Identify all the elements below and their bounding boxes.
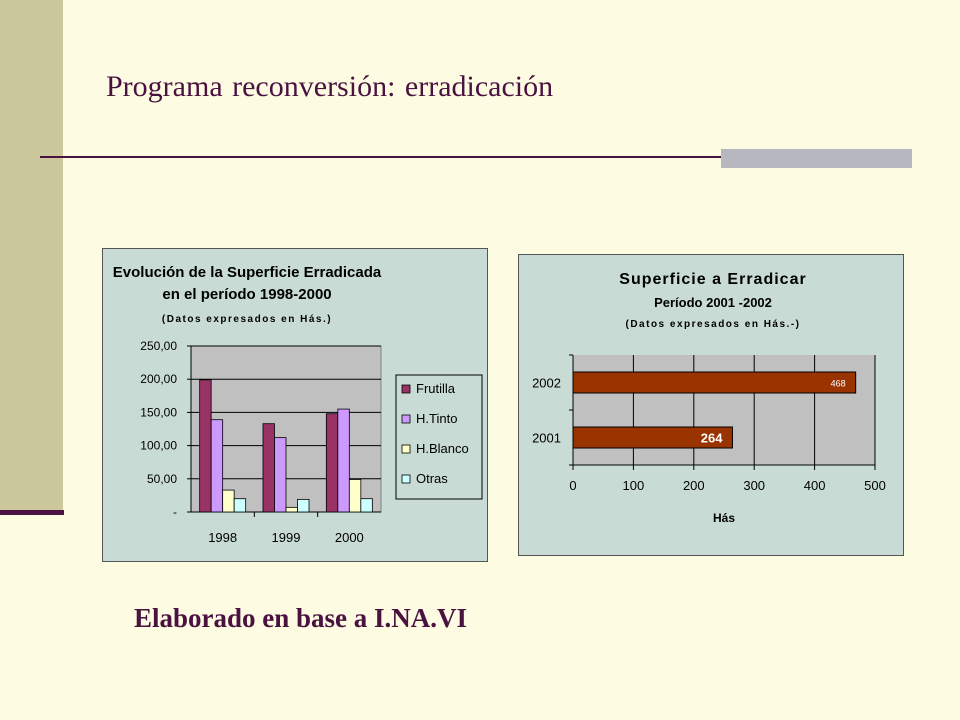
chart-1-bar-htinto-1999: [274, 437, 287, 513]
left-bar-underline: [0, 510, 64, 515]
chart-1-legend-swatch: [401, 444, 411, 454]
chart-2-x-tick-label: 300: [743, 478, 765, 493]
chart-1-bar-frutilla-1998: [199, 379, 212, 513]
chart-1-bar-hblanco-1998: [222, 489, 235, 513]
slide-title: Programa reconversión: erradicación: [106, 70, 554, 103]
chart-2-subtitle: (Datos expresados en Hás.-): [626, 319, 801, 330]
chart-1-bar-htinto-1998: [210, 419, 224, 513]
chart-2-data-label: 264: [701, 431, 723, 446]
chart-1-y-tick-label: 250,00: [140, 339, 177, 353]
chart-1-x-tick-label: 1998: [208, 530, 237, 545]
source-note: Elaborado en base a I.NA.VI: [134, 603, 468, 633]
title-accent-bar: [721, 149, 912, 168]
chart-2-x-tick-label: 400: [804, 478, 826, 493]
chart-1-legend-swatch: [401, 414, 411, 424]
chart-2-y-tick-label: 2002: [532, 376, 561, 391]
chart-1-y-tick-label: 150,00: [140, 405, 177, 419]
chart-2-x-tick-label: 100: [623, 478, 645, 493]
left-decorative-bar: [0, 0, 63, 512]
chart-1-y-tick-label: 200,00: [140, 372, 177, 386]
chart-2-title: Superficie a Erradicar: [619, 271, 806, 288]
chart-1-x-tick-label: 2000: [335, 530, 364, 545]
chart-1-title: Evolución de la Superficie Erradicada: [113, 264, 382, 281]
chart-1-bar-hblanco-1999: [285, 506, 298, 513]
chart-1-bar-frutilla-1999: [262, 423, 275, 513]
chart-1-title-line2: en el período 1998-2000: [162, 286, 331, 303]
chart-1-legend-label: H.Tinto: [416, 411, 457, 426]
chart-2-bar-2001: [572, 426, 733, 449]
chart-2-x-axis-label: Hás: [713, 511, 735, 525]
title-divider-line: [40, 156, 912, 158]
chart-1-y-tick-label: 100,00: [140, 439, 177, 453]
chart-1-legend-swatch: [401, 474, 411, 484]
chart-1-y-tick-label: 50,00: [147, 472, 177, 486]
chart-2-x-tick-label: 0: [569, 478, 576, 493]
chart-2-title-line2: Período 2001 -2002: [654, 295, 772, 310]
chart-2-x-tick-label: 500: [864, 478, 886, 493]
chart-1-bar-frutilla-2000: [325, 413, 339, 513]
chart-2-y-tick-label: 2001: [532, 431, 561, 446]
chart-2-bar-2002: [572, 371, 857, 394]
chart-surface-to-erradicate-2001-2002: Superficie a Erradicar Período 2001 -2002…: [518, 254, 904, 556]
chart-1-bar-otras-1998: [233, 498, 247, 513]
chart-2-svg: Superficie a Erradicar Período 2001 -2002…: [532, 271, 886, 525]
chart-1-legend: [395, 374, 483, 500]
chart-1-bar-otras-2000: [360, 498, 373, 513]
chart-erradicated-surface-1998-2000: Evolución de la Superficie Erradicada en …: [102, 248, 488, 562]
chart-1-svg: Evolución de la Superficie Erradicada en …: [113, 264, 483, 545]
chart-1-legend-label: Otras: [416, 471, 448, 486]
chart-1-legend-label: H.Blanco: [416, 441, 469, 456]
chart-1-x-tick-label: 1999: [272, 530, 301, 545]
chart-1-y-tick-label: -: [173, 505, 177, 519]
chart-2-x-tick-label: 200: [683, 478, 705, 493]
chart-2-data-label: 468: [831, 379, 846, 389]
chart-1-legend-label: Frutilla: [416, 381, 456, 396]
chart-1-bar-otras-1999: [297, 498, 310, 513]
chart-1-legend-swatch: [401, 384, 411, 394]
chart-1-bar-htinto-2000: [337, 408, 350, 513]
chart-1-subtitle: (Datos expresados en Hás.): [162, 314, 332, 325]
chart-1-bar-hblanco-2000: [348, 479, 362, 513]
